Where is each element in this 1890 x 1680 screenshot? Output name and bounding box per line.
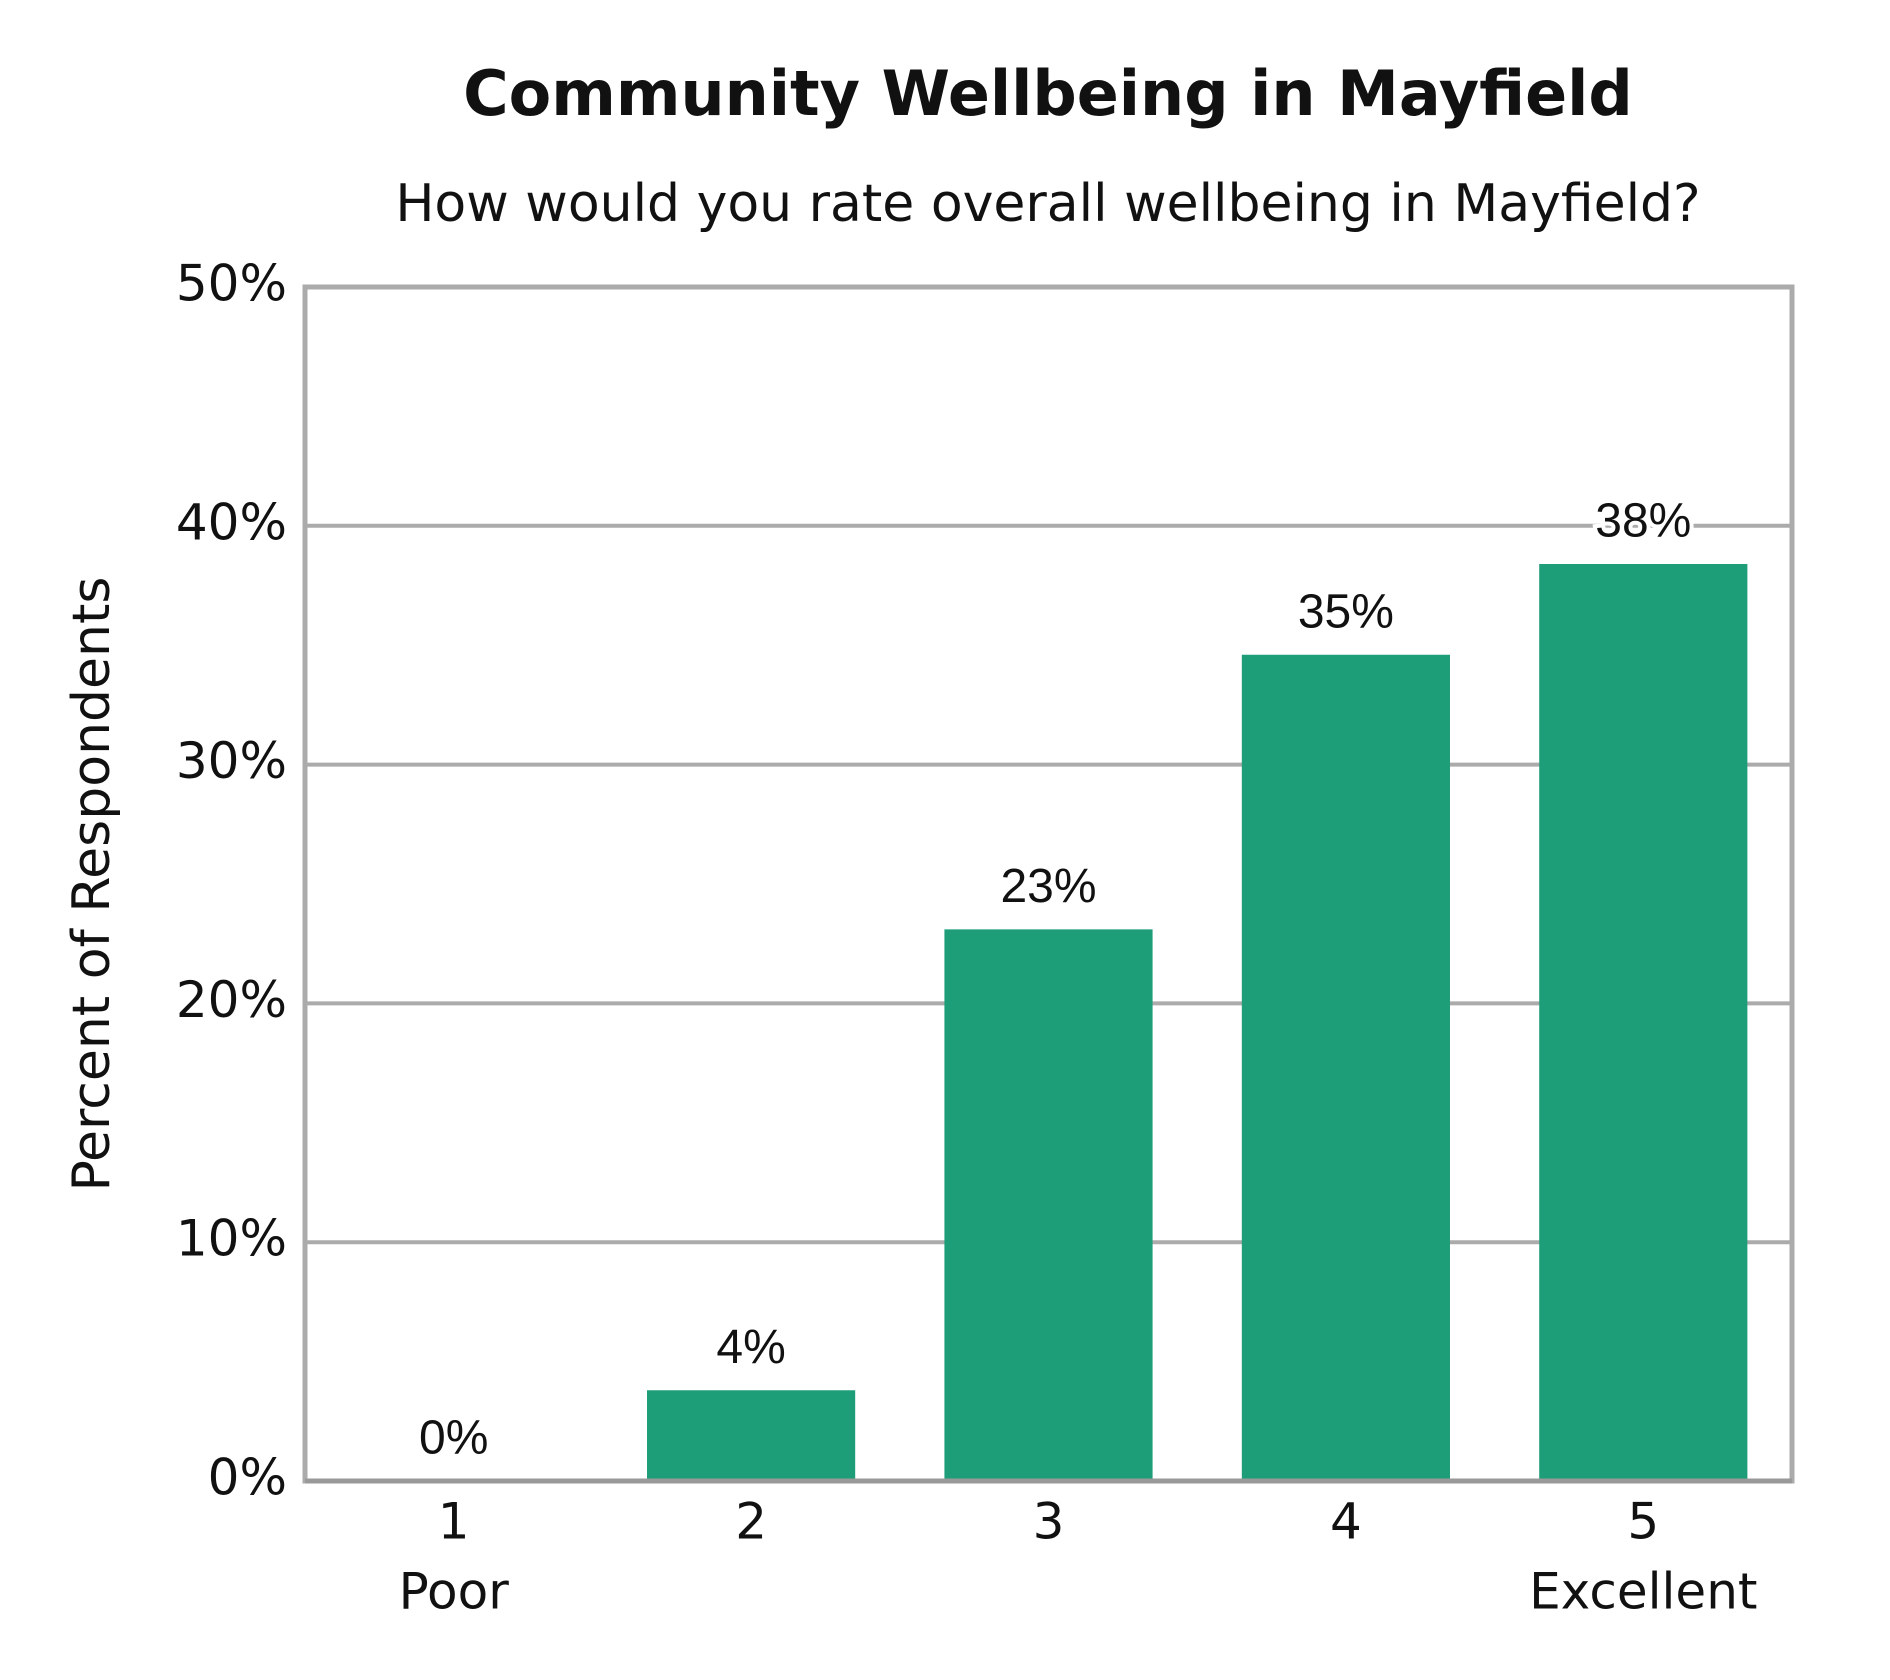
x-tick-label: 4 — [1330, 1493, 1362, 1551]
x-tick-label: 3 — [1033, 1493, 1065, 1551]
y-tick-label: 30% — [176, 732, 287, 790]
chart-title: Community Wellbeing in Mayfield — [463, 57, 1633, 130]
y-tick-label: 20% — [176, 971, 287, 1029]
x-tick-sublabel: Poor — [399, 1563, 510, 1621]
x-tick-label: 1 — [438, 1493, 470, 1551]
value-label: 4% — [716, 1321, 785, 1374]
y-tick-label: 0% — [208, 1449, 287, 1507]
value-label: 23% — [1000, 860, 1096, 913]
bar — [1539, 564, 1748, 1481]
y-axis-label: Percent of Respondents — [62, 577, 122, 1192]
value-label: 0% — [419, 1412, 488, 1465]
y-tick-label: 50% — [176, 255, 287, 313]
x-tick-label: 5 — [1627, 1493, 1659, 1551]
bar — [1241, 654, 1450, 1481]
bar — [944, 929, 1153, 1481]
value-label: 35% — [1298, 585, 1394, 638]
chart-subtitle: How would you rate overall wellbeing in … — [395, 174, 1700, 234]
y-tick-label: 10% — [176, 1210, 287, 1268]
y-tick-label: 40% — [176, 493, 287, 551]
x-tick-label: 2 — [735, 1493, 767, 1551]
bar — [647, 1390, 856, 1481]
value-label: 38% — [1595, 495, 1691, 548]
x-tick-sublabel: Excellent — [1529, 1563, 1757, 1621]
